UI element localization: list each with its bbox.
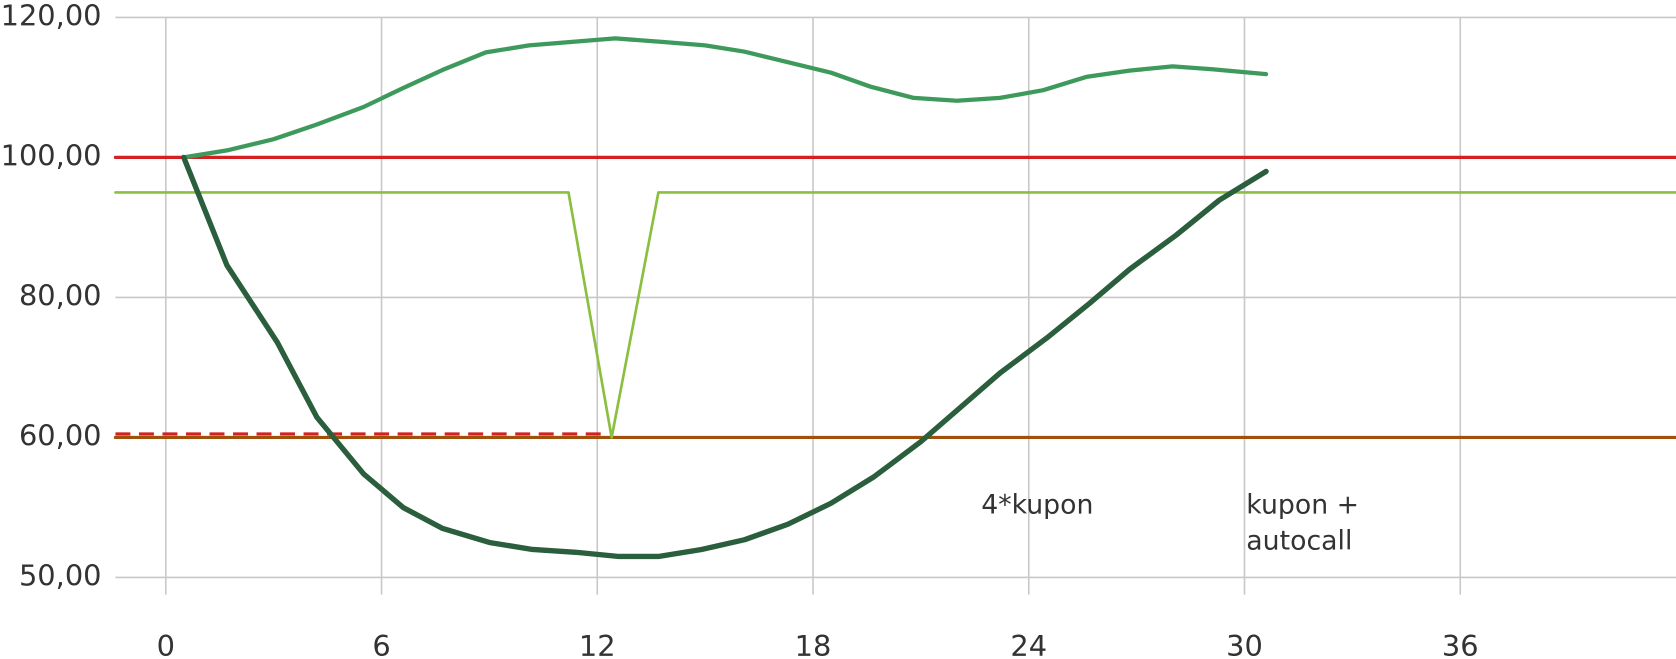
grid: [115, 16, 1676, 595]
x-tick-label: 24: [1010, 629, 1047, 659]
annotation-box: kupon + autocall: [1246, 488, 1360, 557]
y-tick-label: 80,00: [19, 278, 102, 312]
labels: 50,00 60,00 80,00 100,00 120,00 0 6 12 18 24 30 36: [1, 0, 1479, 659]
annotation-box: 4*kupon: [981, 488, 1094, 520]
x-tick-label: 36: [1442, 629, 1479, 659]
x-tick-label: 6: [372, 629, 390, 659]
x-tick-label: 12: [579, 629, 616, 659]
x-tick-label: 18: [795, 629, 832, 659]
x-tick-label: 0: [157, 629, 175, 659]
y-tick-label: 60,00: [19, 418, 102, 452]
x-tick-label: 30: [1226, 629, 1263, 659]
annotation: kupon + autocall: [1246, 488, 1360, 557]
lines: [113, 36, 1676, 560]
y-tick-label: 50,00: [19, 558, 102, 592]
series-line: [181, 154, 1269, 560]
y-tick-label: 120,00: [1, 0, 102, 32]
series-line: [181, 36, 1269, 160]
y-tick-label: 100,00: [1, 138, 102, 172]
series-line: [114, 191, 1676, 439]
annotation: 4*kupon: [981, 488, 1094, 520]
